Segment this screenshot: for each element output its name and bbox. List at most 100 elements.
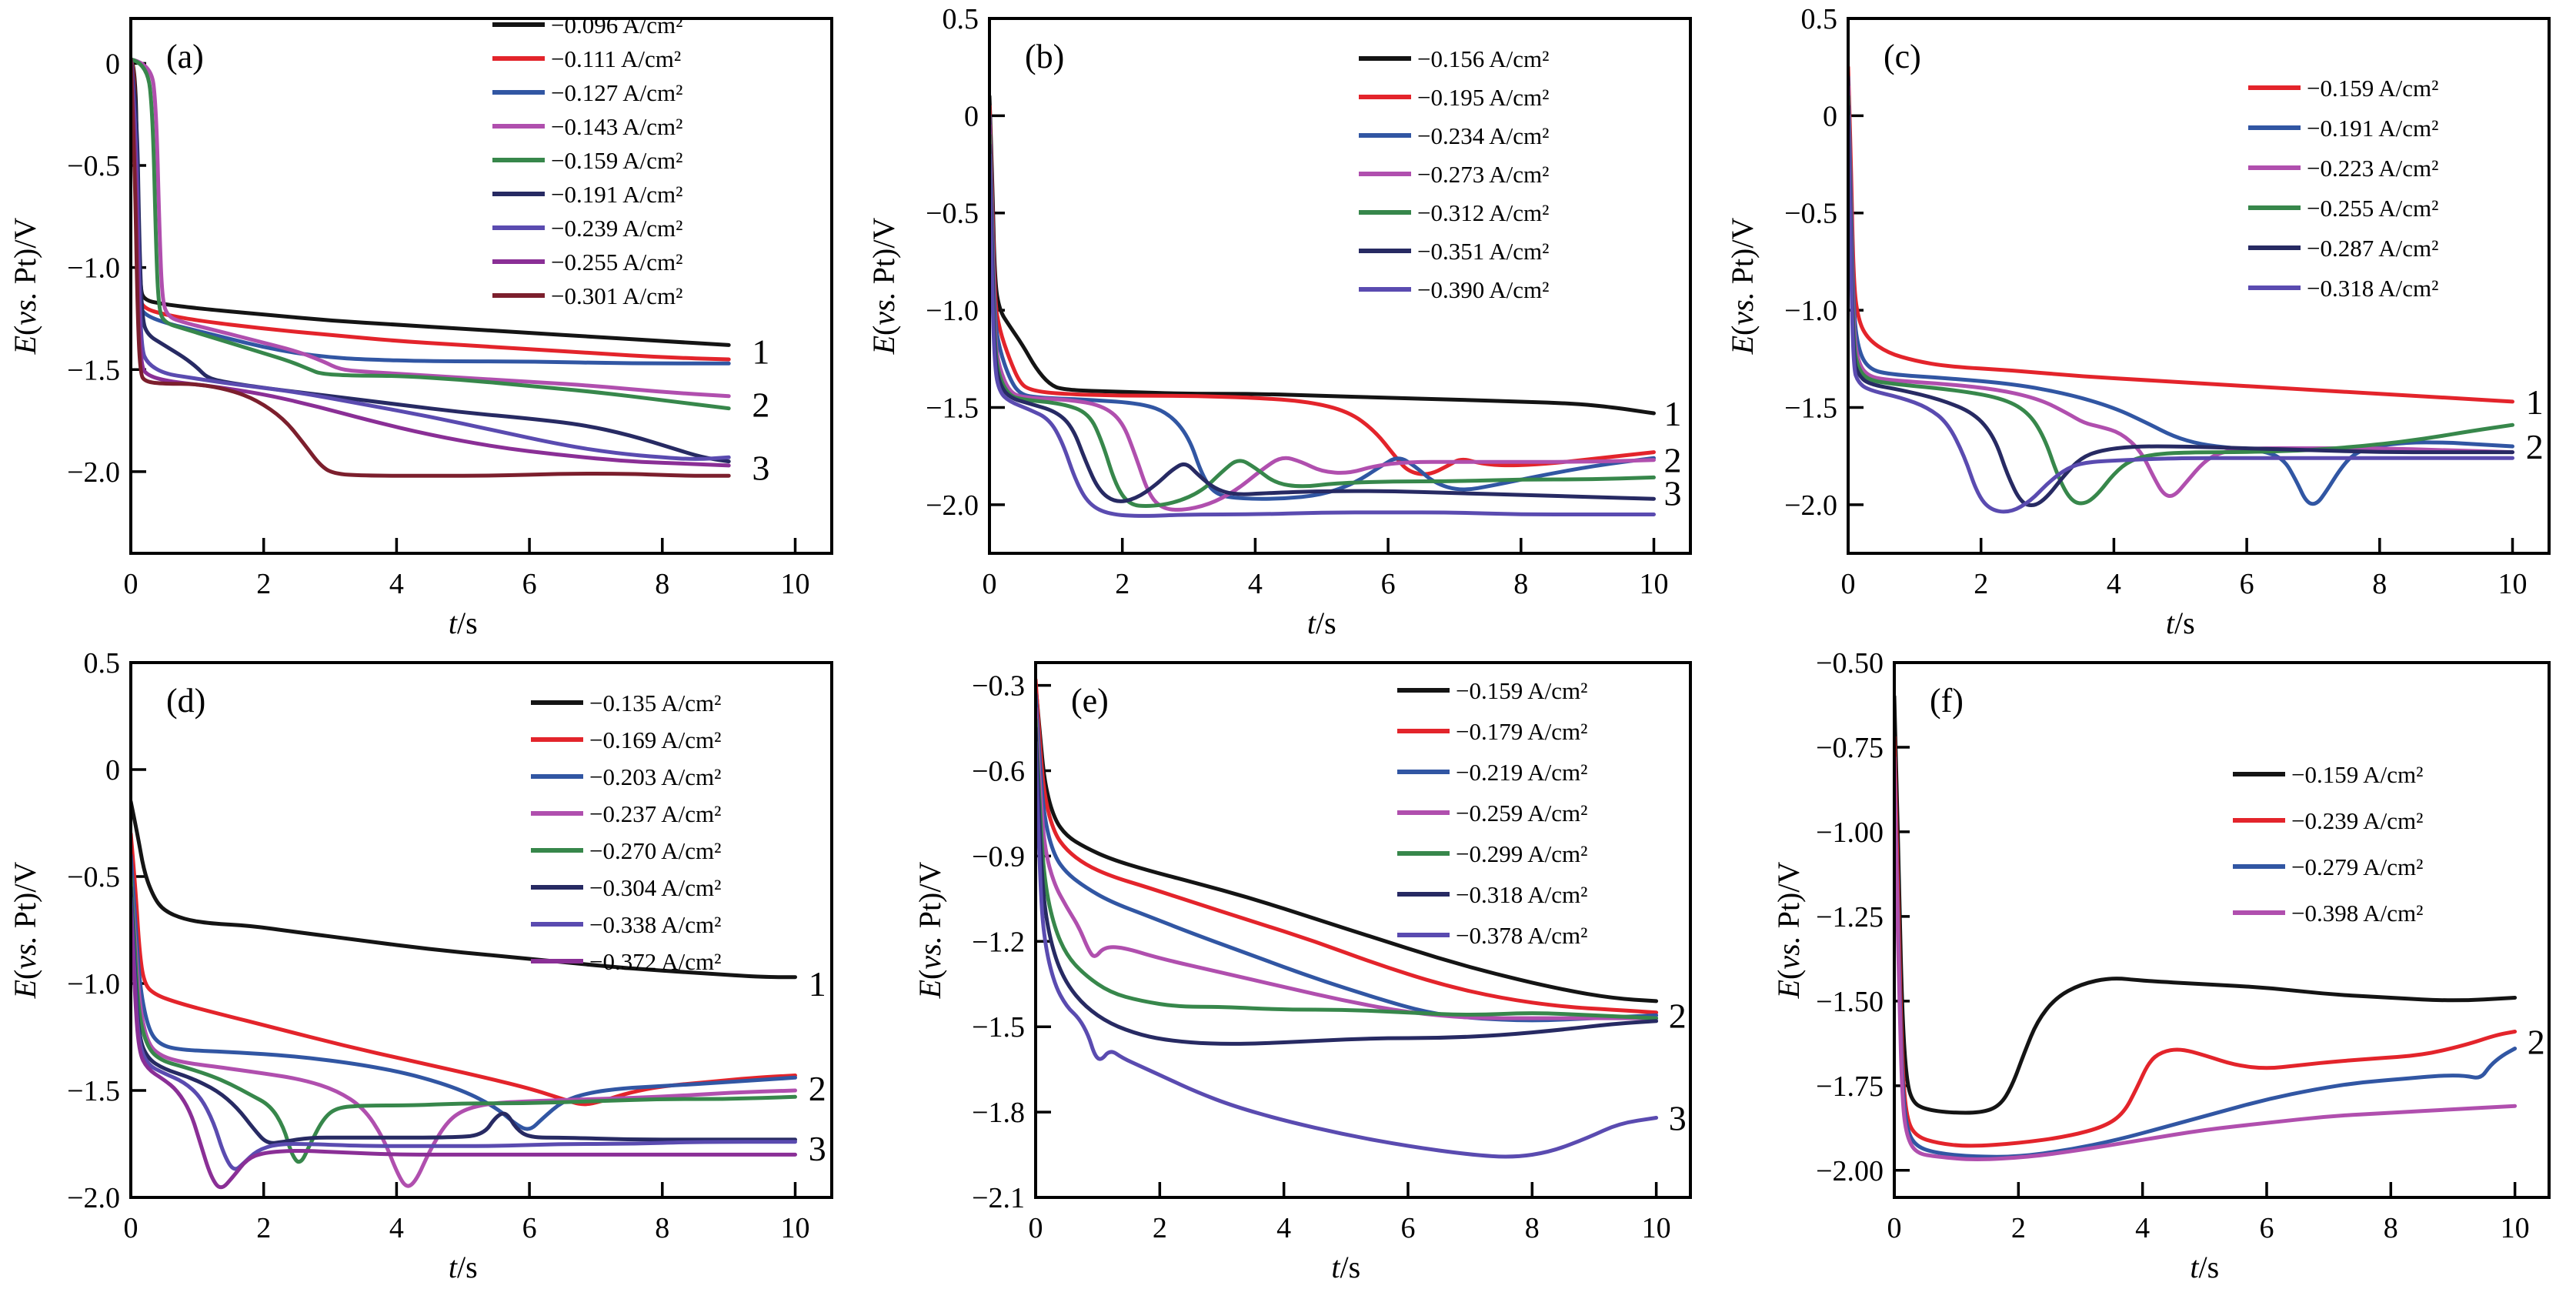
series-curve-e-−0.318 A/cm²: [1037, 726, 1659, 1046]
curve-group-number-2: 2: [2526, 427, 2544, 466]
legend-entry: −0.279 A/cm²: [2233, 853, 2423, 880]
x-tick-label: 8: [655, 1212, 669, 1244]
panel-c: 0 2 4 6 8 10 0.5 0 −0.5 −1.0 −1.5 −2.0 (c) −0.159 A/c…: [1717, 0, 2576, 644]
series-curve-e-−0.179 A/cm²: [1037, 678, 1659, 1015]
series-curve-a-−0.301 A/cm²: [132, 58, 731, 478]
y-tick-label: −0.6: [972, 755, 1025, 787]
y-tick-label: −2.0: [926, 489, 979, 522]
legend-label: −0.239 A/cm²: [2291, 807, 2423, 834]
panel-f: 0 2 4 6 8 10 −0.50 −0.75 −1.00 −1.25 −1.50 −1.75 −2.…: [1717, 644, 2576, 1288]
series-curve-a-−0.159 A/cm²: [132, 58, 731, 411]
legend-label: −0.219 A/cm²: [1456, 759, 1587, 786]
legend-entry: −0.372 A/cm²: [531, 948, 721, 975]
y-tick-label: −1.5: [67, 354, 120, 386]
legend-entry: −0.239 A/cm²: [492, 215, 682, 242]
legend-entry: −0.156 A/cm²: [1359, 45, 1549, 72]
plot-border-d: [129, 661, 833, 1199]
curve-group-number-3: 3: [1669, 1098, 1687, 1137]
x-tick-label: 10: [781, 568, 810, 600]
series-curve-d-−0.270 A/cm²: [132, 875, 797, 1164]
y-tick-label: −0.9: [972, 840, 1025, 873]
legend-entry: −0.135 A/cm²: [531, 690, 721, 716]
series-curve-b-−0.312 A/cm²: [991, 134, 1656, 508]
legend-d: −0.135 A/cm² −0.169 A/cm² −0.203 A/cm² −0.2…: [531, 690, 721, 975]
series-curve-d-−0.304 A/cm²: [132, 886, 797, 1145]
legend-entry: −0.338 A/cm²: [531, 911, 721, 938]
x-tick-label: 2: [1115, 568, 1130, 600]
series-curve-e-−0.378 A/cm²: [1037, 741, 1659, 1159]
legend-label: −0.239 A/cm²: [551, 215, 682, 242]
curve-group-number-2: 2: [752, 385, 769, 424]
x-tick-label: 0: [124, 1212, 138, 1244]
x-tick-label: 4: [2135, 1212, 2150, 1244]
y-tick-label: −2.0: [1784, 489, 1837, 522]
x-tick-label: 8: [1525, 1212, 1540, 1244]
y-tick-label: −1.25: [1816, 901, 1884, 933]
y-tick-label: −1.75: [1816, 1070, 1884, 1103]
y-tick-label: −2.1: [972, 1182, 1025, 1214]
axes-f: 0 2 4 6 8 10 −0.50 −0.75 −1.00 −1.25 −1.50 −1.75 −2.…: [1816, 647, 2530, 1244]
curve-group-number-2: 2: [1663, 441, 1681, 480]
y-axis-title-e: E(vs. Pt)/V: [913, 862, 947, 1000]
legend-label: −0.351 A/cm²: [1417, 238, 1549, 265]
series-curve-e-−0.159 A/cm²: [1037, 684, 1659, 1003]
series-curve-d-−0.135 A/cm²: [132, 800, 797, 980]
y-tick-label: −1.5: [67, 1075, 120, 1107]
y-tick-label: −0.5: [67, 150, 120, 182]
curve-group-number-2: 2: [809, 1069, 826, 1108]
panel-label-f: (f): [1930, 682, 1964, 720]
x-tick-label: 4: [389, 568, 404, 600]
curve-group-number-3: 3: [809, 1129, 826, 1168]
series-curve-c-−0.318 A/cm²: [1850, 114, 2514, 514]
legend-entry: −0.318 A/cm²: [2248, 275, 2438, 302]
y-axis-title-c: E(vs. Pt)/V: [1725, 218, 1760, 356]
chart-c: 0 2 4 6 8 10 0.5 0 −0.5 −1.0 −1.5 −2.0 (c) −0.159 A/c…: [1725, 3, 2551, 640]
legend-entry: −0.096 A/cm²: [492, 12, 682, 38]
legend-label: −0.143 A/cm²: [551, 113, 682, 140]
x-tick-label: 4: [1248, 568, 1263, 600]
series-group-c: [1850, 65, 2514, 514]
x-tick-label: 2: [256, 568, 271, 600]
legend-entry: −0.259 A/cm²: [1397, 800, 1587, 826]
chart-d: 0 2 4 6 8 10 0.5 0 −0.5 −1.0 −1.5 −2.0 (d) −0.135 A/c…: [8, 647, 833, 1284]
x-tick-label: 4: [389, 1212, 404, 1244]
chart-a: 0 2 4 6 8 100−0.5−1.0−1.5−2.0(a)−0.096 A/cm²−…: [8, 12, 833, 640]
legend-label: −0.111 A/cm²: [551, 45, 681, 72]
x-tick-label: 8: [2384, 1212, 2398, 1244]
legend-entry: −0.127 A/cm²: [492, 79, 682, 106]
y-axis-title-b: E(vs. Pt)/V: [866, 218, 901, 356]
y-axis-title-f: E(vs. Pt)/V: [1771, 862, 1806, 1000]
panel-label-b: (b): [1025, 38, 1064, 75]
x-axis-title-a: t/s: [449, 606, 478, 640]
x-tick-label: 2: [2011, 1212, 2026, 1244]
series-curve-b-−0.351 A/cm²: [991, 143, 1656, 503]
panel-a: 0 2 4 6 8 10 0 −0.5 −1.0 −1.5 −2.0 (a) −0.096 A/cm² −…: [0, 0, 859, 644]
y-tick-label: −1.2: [972, 926, 1025, 958]
legend-entry: −0.378 A/cm²: [1397, 922, 1587, 949]
x-tick-label: 8: [2372, 568, 2387, 600]
x-tick-label: 6: [1400, 1212, 1415, 1244]
legend-label: −0.159 A/cm²: [1456, 677, 1587, 704]
axes-a: 0 2 4 6 8 10 0 −0.5 −1.0 −1.5 −2.0: [67, 48, 809, 600]
legend-entry: −0.318 A/cm²: [1397, 881, 1587, 908]
series-curve-f-−0.239 A/cm²: [1896, 736, 2518, 1148]
x-tick-label: 6: [1381, 568, 1396, 600]
legend-label: −0.191 A/cm²: [2307, 115, 2438, 142]
panel-e: 0 2 4 6 8 10 −0.3 −0.6 −0.9 −1.2 −1.5 −1.8 −2.1 (e) −0…: [859, 644, 1717, 1288]
legend-label: −0.304 A/cm²: [589, 874, 721, 901]
legend-label: −0.159 A/cm²: [2291, 761, 2423, 788]
legend-entry: −0.223 A/cm²: [2248, 155, 2438, 182]
legend-entry: −0.191 A/cm²: [2248, 115, 2438, 142]
series-curve-c-−0.159 A/cm²: [1850, 65, 2514, 404]
series-curve-b-−0.273 A/cm²: [991, 124, 1656, 512]
legend-entry: −0.169 A/cm²: [531, 726, 721, 753]
legend-label: −0.398 A/cm²: [2291, 900, 2423, 927]
series-curve-d-−0.237 A/cm²: [132, 875, 797, 1188]
legend-label: −0.279 A/cm²: [2291, 853, 2423, 880]
x-tick-label: 4: [2107, 568, 2121, 600]
legend-label: −0.390 A/cm²: [1417, 276, 1549, 303]
legend-f: −0.159 A/cm² −0.239 A/cm² −0.279 A/cm² −0.3…: [2233, 761, 2423, 927]
legend-entry: −0.239 A/cm²: [2233, 807, 2423, 834]
legend-label: −0.270 A/cm²: [589, 837, 721, 864]
legend-label: −0.135 A/cm²: [589, 690, 721, 716]
